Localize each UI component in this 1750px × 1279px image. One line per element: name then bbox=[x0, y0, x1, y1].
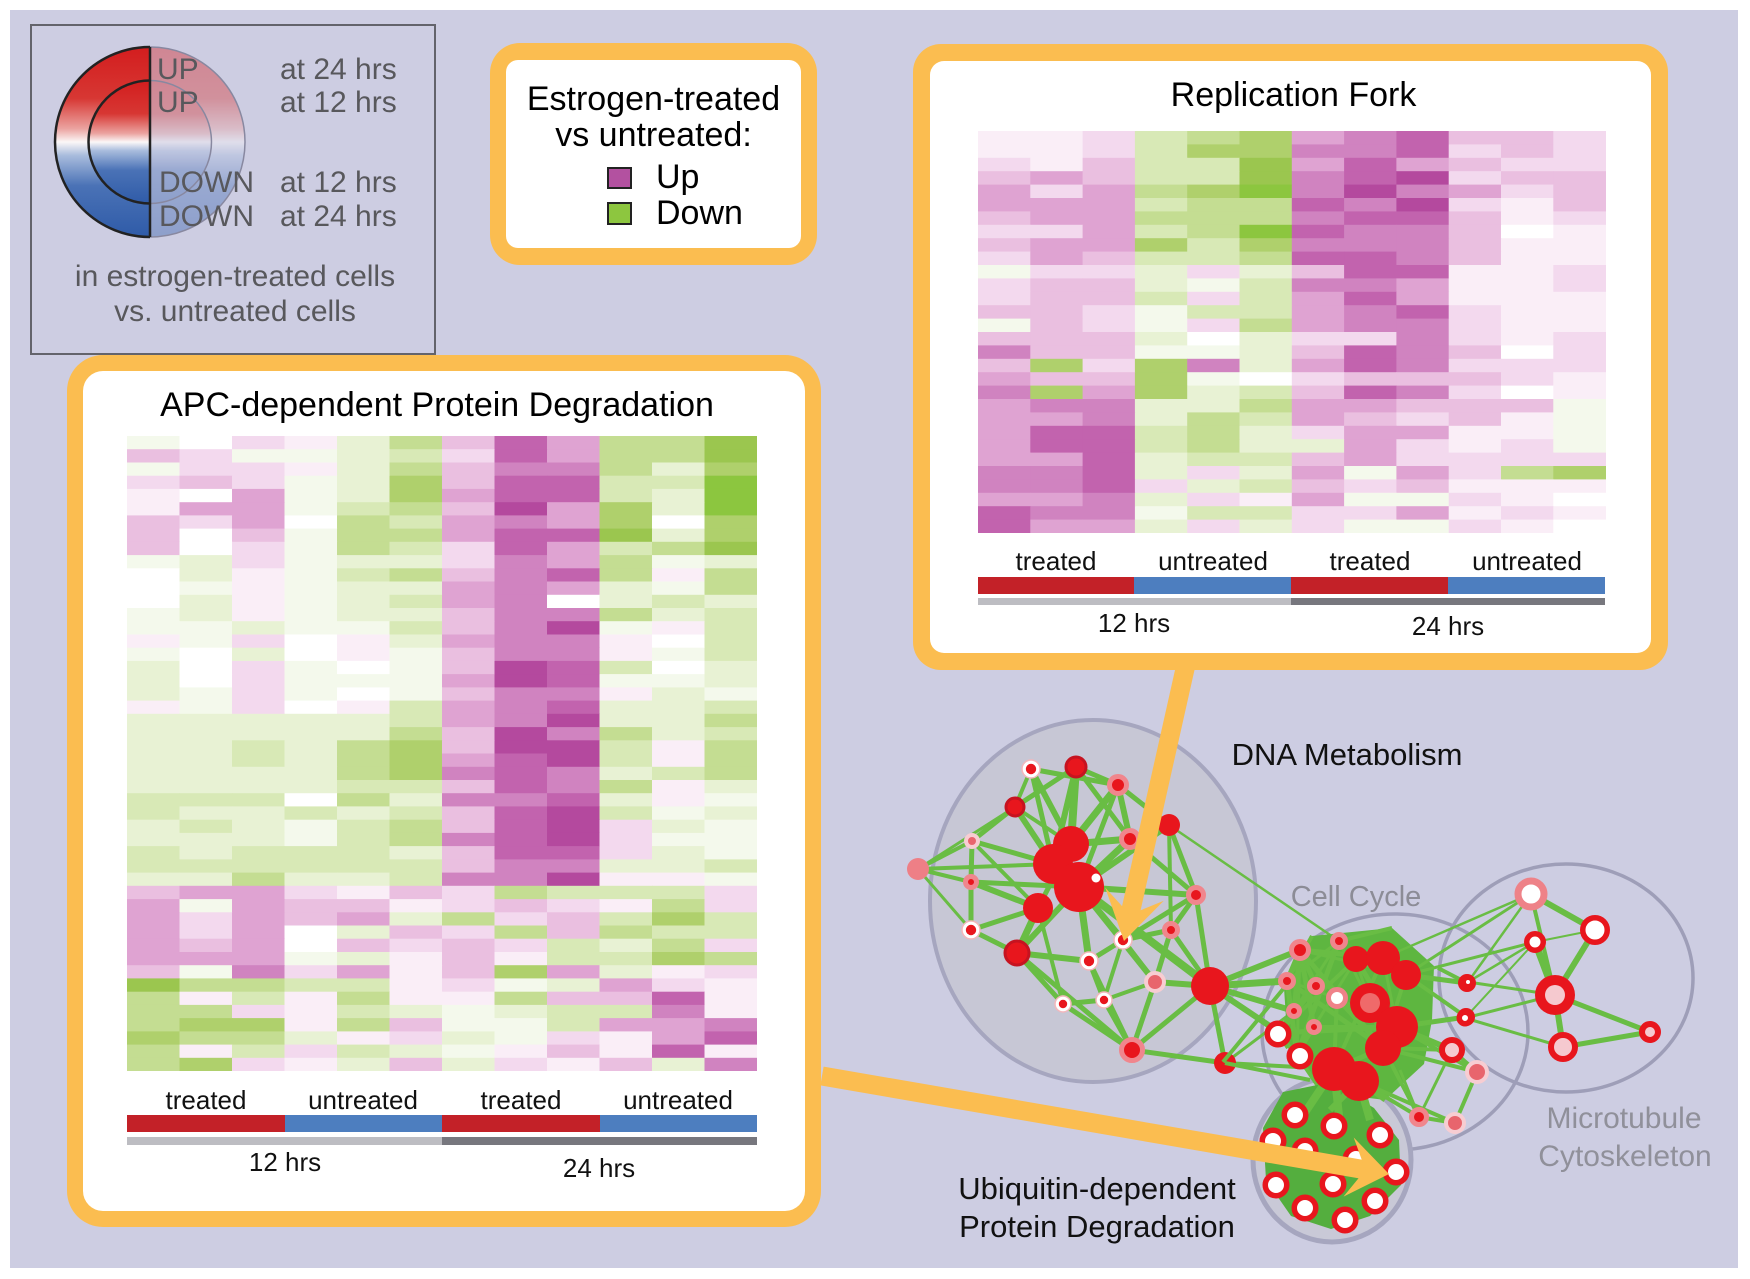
svg-text:DNA Metabolism: DNA Metabolism bbox=[1232, 737, 1463, 772]
svg-text:Protein Degradation: Protein Degradation bbox=[959, 1209, 1235, 1244]
svg-text:Cell Cycle: Cell Cycle bbox=[1291, 881, 1422, 913]
svg-text:Ubiquitin-dependent: Ubiquitin-dependent bbox=[958, 1171, 1236, 1206]
svg-text:Cytoskeleton: Cytoskeleton bbox=[1538, 1140, 1711, 1173]
svg-text:Microtubule: Microtubule bbox=[1546, 1102, 1701, 1135]
